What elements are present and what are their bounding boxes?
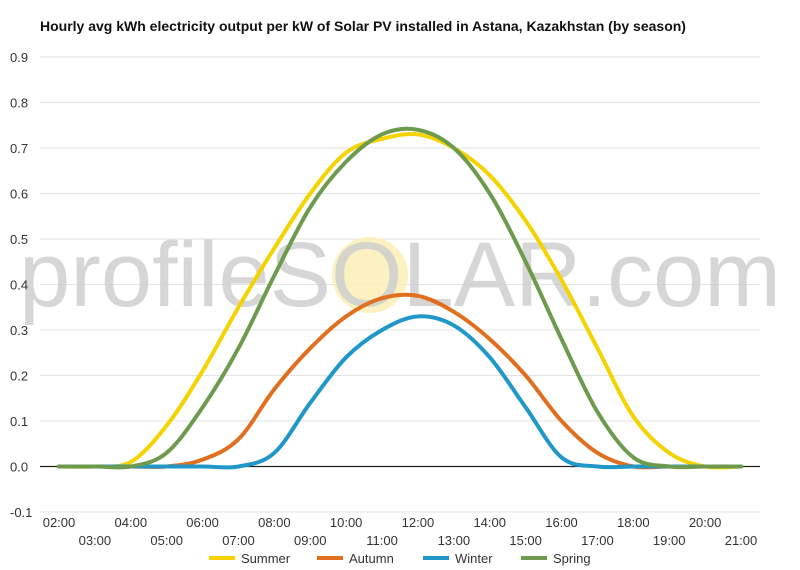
legend: Summer Autumn Winter Spring [209,551,591,566]
y-tick-label: -0.1 [10,505,32,520]
x-tick-label: 06:00 [186,515,219,530]
legend-label-autumn: Autumn [349,551,394,566]
y-tick-label: 0.7 [10,141,28,156]
legend-label-summer: Summer [241,551,291,566]
y-tick-label: 0.2 [10,369,28,384]
y-tick-label: 0.8 [10,96,28,111]
x-tick-label: 19:00 [653,533,686,548]
x-tick-label: 04:00 [115,515,148,530]
x-tick-label: 11:00 [366,533,398,548]
y-tick-label: 0.3 [10,323,28,338]
y-tick-label: 0.1 [10,414,28,429]
y-tick-label: 0.9 [10,50,28,65]
legend-label-spring: Spring [553,551,591,566]
x-tick-label: 13:00 [438,533,471,548]
x-tick-label: 16:00 [545,515,578,530]
y-tick-label: 0.0 [10,460,28,475]
x-tick-label: 07:00 [222,533,255,548]
grid-lines [40,56,760,513]
x-tick-label: 21:00 [725,533,758,548]
legend-label-winter: Winter [455,551,493,566]
x-tick-label: 12:00 [402,515,435,530]
series-line-summer [57,131,743,470]
y-tick-label: 0.6 [10,187,28,202]
series-line-winter [57,314,743,470]
watermark-text: profileSOLAR.com [19,224,781,326]
x-tick-label: 09:00 [294,533,327,548]
x-tick-label: 02:00 [43,515,76,530]
y-tick-label: 0.5 [10,232,28,247]
x-tick-label: 03:00 [79,533,112,548]
x-tick-label: 20:00 [689,515,722,530]
x-axis: 02:0003:0004:0005:0006:0007:0008:0009:00… [43,515,758,548]
series-lines [57,126,743,470]
x-tick-label: 14:00 [473,515,506,530]
series-line-spring [57,126,743,470]
x-tick-label: 10:00 [330,515,363,530]
x-tick-label: 17:00 [581,533,614,548]
chart-title: Hourly avg kWh electricity output per kW… [40,18,686,34]
x-tick-label: 18:00 [617,515,650,530]
y-axis: -0.1 0.0 0.1 0.2 0.3 0.4 0.5 0.6 0.7 0.8 0.9 [10,50,32,520]
y-tick-label: 0.4 [10,278,28,293]
x-tick-label: 15:00 [509,533,542,548]
x-tick-label: 08:00 [258,515,291,530]
x-tick-label: 05:00 [150,533,183,548]
watermark: profileSOLAR.com [19,224,781,326]
sun-logo-icon [332,237,408,313]
